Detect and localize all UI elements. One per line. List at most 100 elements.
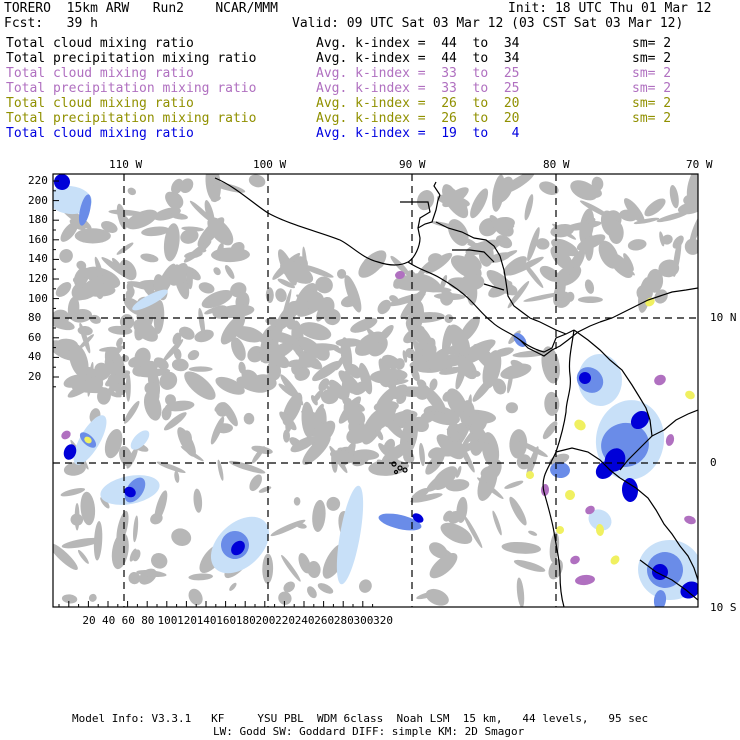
cloud-patch	[489, 215, 500, 226]
cloud-patch	[410, 366, 420, 382]
cloud-patch	[317, 583, 334, 594]
cloud-patch	[315, 276, 333, 294]
cloud-patch	[677, 202, 698, 215]
cloud-patch	[63, 462, 86, 476]
cloud-patch	[125, 372, 131, 402]
cloud-patch	[391, 384, 408, 400]
left-tick-120: 120	[28, 272, 48, 285]
cloud-patch	[280, 374, 304, 406]
left-tick-40: 40	[28, 350, 42, 364]
cloud-patch	[411, 488, 430, 501]
cloud-patch	[623, 198, 645, 224]
cloud-patch	[390, 255, 410, 276]
cloud-patch	[262, 553, 274, 584]
cloud-patch	[197, 248, 207, 253]
cloud-patch	[402, 350, 408, 363]
cloud-patch	[89, 314, 101, 324]
cloud-patch	[233, 326, 264, 343]
cloud-patch	[507, 280, 530, 309]
cloud-patch	[444, 314, 454, 323]
cloud-patch	[174, 470, 180, 483]
cloud-patch	[154, 490, 168, 523]
cloud-patch	[513, 559, 546, 572]
cloud-patch	[94, 362, 110, 380]
cloud-patch	[67, 376, 100, 398]
cloud-patch	[61, 537, 101, 549]
cloud-patch	[429, 348, 449, 372]
cloud-patch	[425, 588, 449, 606]
mexico-coast	[214, 177, 441, 266]
bottom-tick-180: 180	[235, 614, 256, 627]
precip-patch	[550, 461, 570, 479]
cloud-patch	[659, 231, 665, 247]
physics-info: LW: Godd SW: Goddard DIFF: simple KM: 2D…	[213, 725, 525, 738]
cloud-patch	[180, 228, 199, 244]
cloud-patch	[509, 496, 527, 526]
cloud-patch	[524, 194, 534, 221]
cloud-patch	[442, 185, 469, 219]
legend-sm-0: sm= 2	[632, 36, 672, 51]
cloud-patch	[88, 593, 97, 602]
ecuador-border	[555, 447, 621, 479]
cloud-patch	[299, 264, 334, 278]
central-america-caribbean	[435, 221, 567, 335]
cloud-patch	[217, 459, 224, 481]
precip-patch	[588, 509, 612, 531]
cloud-patch	[162, 339, 184, 362]
bottom-tick-280: 280	[333, 614, 354, 627]
legend-field-3: Total precipitation mixing ratio	[6, 81, 257, 96]
valid-time: Valid: 09 UTC Sat 03 Mar 12 (03 CST Sat …	[292, 16, 684, 31]
cloud-patch	[116, 337, 123, 348]
lat-label-10s: 10 S	[710, 601, 737, 614]
left-tick-160: 160	[28, 232, 48, 246]
cloud-patch	[326, 496, 341, 511]
cloud-patch	[307, 586, 317, 599]
legend-kindex-0: Avg. k-index = 44 to 34	[316, 36, 520, 51]
kindex-patch	[574, 419, 586, 431]
cloud-patch	[125, 209, 158, 230]
kindex-patch	[595, 524, 605, 536]
cloud-patch	[53, 543, 78, 570]
cloud-patch	[281, 554, 301, 582]
cloud-patch	[133, 515, 139, 543]
bottom-tick-200: 200	[255, 614, 276, 627]
bottom-tick-260: 260	[314, 614, 335, 627]
cloud-patch	[281, 288, 292, 325]
cloud-patch	[544, 391, 560, 416]
left-tick-200: 200	[28, 193, 48, 207]
cloud-patch	[359, 579, 372, 593]
cloud-patch	[80, 491, 96, 526]
cloud-patch	[171, 528, 192, 546]
cloud-patch	[177, 427, 196, 457]
bottom-tick-20: 20	[82, 614, 96, 627]
cloud-patch	[509, 429, 528, 459]
cloud-patch	[293, 497, 301, 506]
cloud-patch	[188, 588, 203, 606]
cloud-patch	[633, 217, 660, 225]
cloud-patch	[644, 198, 666, 217]
map-frame	[52, 173, 699, 608]
left-tick-180: 180	[28, 213, 48, 227]
cloud-patch	[428, 253, 444, 267]
cloud-patch	[100, 496, 110, 509]
cloud-patch	[259, 329, 272, 363]
cloud-patch	[198, 282, 215, 294]
cloud-patch	[565, 291, 575, 302]
cloud-patch	[77, 549, 89, 564]
model-info: Model Info: V3.3.1 KF YSU PBL WDM 6class…	[72, 712, 649, 725]
cloud-patch	[501, 541, 542, 554]
precip-patch	[653, 590, 667, 607]
precip-patch	[680, 581, 698, 599]
cloud-patch	[492, 510, 502, 536]
bottom-tick-60: 60	[121, 614, 135, 627]
bottom-tick-40: 40	[102, 614, 116, 627]
nicaragua-border	[483, 283, 505, 291]
legend-field-4: Total cloud mixing ratio	[6, 96, 194, 111]
cloud-patch	[97, 387, 111, 405]
cloud-patch	[280, 260, 314, 284]
cloud-patch	[654, 289, 668, 304]
cloud-patch	[279, 411, 297, 431]
cloud-patch	[79, 322, 91, 354]
model-title: TORERO 15km ARW Run2 NCAR/MMM	[4, 1, 278, 16]
galapagos-island-4	[393, 469, 399, 475]
